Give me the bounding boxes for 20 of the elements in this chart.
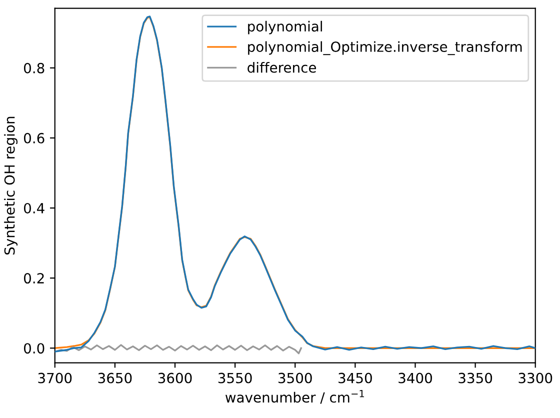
line-series <box>54 344 302 354</box>
legend-label: polynomial <box>248 20 322 34</box>
x-tick-label: 3350 <box>458 372 492 384</box>
x-tick-label: 3700 <box>38 372 72 384</box>
legend-label: difference <box>248 62 316 73</box>
y-axis-title: Synthetic OH region <box>4 116 18 255</box>
x-tick-label: 3500 <box>278 372 312 384</box>
y-tick-label: 0.8 <box>24 62 44 74</box>
legend-label: polynomial_Optimize.inverse_transform <box>248 41 522 56</box>
y-tick-label: 0.4 <box>24 202 44 214</box>
x-axis-title: wavenumber / cm$^{−1}$ <box>225 390 364 404</box>
y-tick-label: 0.2 <box>24 273 44 284</box>
y-tick-label: 0.0 <box>24 343 44 354</box>
x-tick-label: 3550 <box>218 372 252 384</box>
x-tick-label: 3400 <box>398 372 432 384</box>
x-tick-label: 3600 <box>158 372 192 384</box>
x-tick-label: 3650 <box>98 372 132 384</box>
y-tick-label: 0.6 <box>24 132 44 144</box>
x-tick-label: 3450 <box>338 372 372 384</box>
x-tick-label: 3300 <box>518 372 552 384</box>
